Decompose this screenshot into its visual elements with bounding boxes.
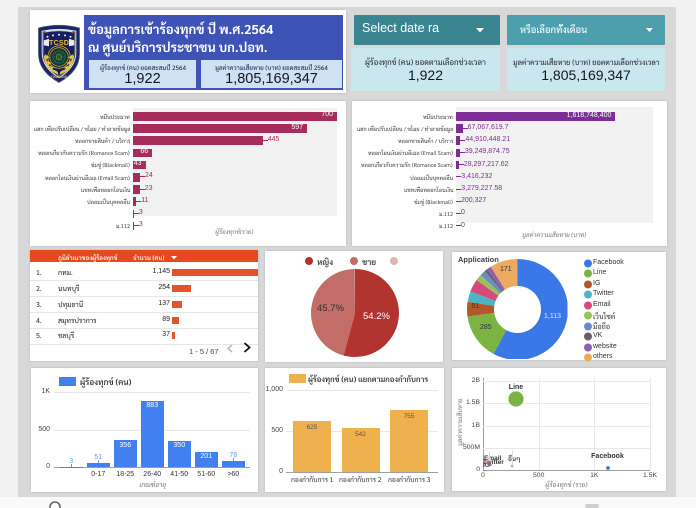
svg-text:THAILAND: THAILAND xyxy=(51,75,68,79)
svg-text:TCSD: TCSD xyxy=(49,38,69,47)
